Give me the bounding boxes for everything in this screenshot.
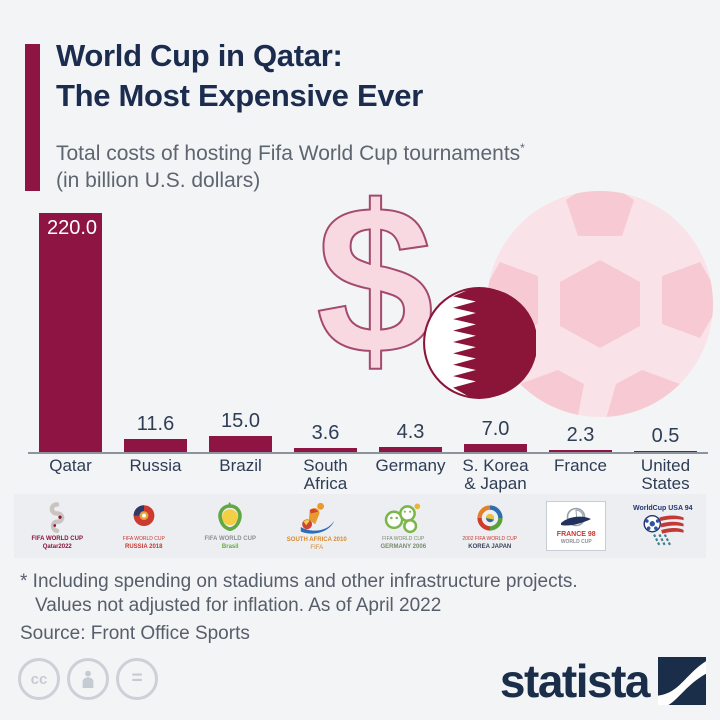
footnote-block: * Including spending on stadiums and oth…	[20, 570, 578, 646]
logo-caption: FIFA WORLD CUP	[31, 536, 83, 542]
bar-germany	[379, 447, 442, 452]
logo-cell-brazil-2014: FIFA WORLD CUP Brasil	[187, 494, 274, 558]
bar-qatar: 220.0	[39, 213, 102, 452]
bar-column-brazil: 15.0	[198, 410, 283, 452]
value-label-france: 2.3	[566, 424, 595, 446]
x-label-germany: Germany	[375, 456, 446, 475]
title-line-1: World Cup in Qatar:	[56, 38, 343, 73]
logo-cell-qatar-2022: FIFA WORLD CUP Qatar2022	[14, 494, 101, 558]
logo-caption: 2002 FIFA WORLD CUP	[462, 536, 518, 542]
equals-icon: =	[116, 658, 158, 700]
logo-cell-russia-2018: FIFA WORLD CUP RUSSIA 2018	[101, 494, 188, 558]
bar-france	[549, 450, 612, 452]
fifa-world-cup-russia-2018-logo-icon	[133, 505, 155, 526]
page-title: World Cup in Qatar: The Most Expensive E…	[56, 36, 423, 116]
logo-caption: Qatar2022	[42, 544, 72, 550]
logo-caption: FIFA WORLD CUP	[122, 536, 165, 542]
bar-column-s-korea-japan: 7.0	[453, 418, 538, 452]
cc-icon: cc	[18, 658, 60, 700]
x-label-russia: Russia	[129, 456, 182, 475]
logo-cell-usa-1994: WorldCup USA 94	[620, 494, 707, 558]
x-axis-line	[28, 452, 708, 454]
fifa-world-cup-south-africa-2010-logo-icon	[300, 502, 334, 534]
attribution-icon	[67, 658, 109, 700]
statista-branding: statista	[500, 654, 706, 708]
value-label-russia: 11.6	[136, 413, 175, 435]
tournament-logo-strip: FIFA WORLD CUP Qatar2022 FIFA WORLD CUP …	[14, 494, 706, 558]
bar-brazil	[209, 436, 272, 452]
subtitle-line-2: (in billion U.S. dollars)	[56, 169, 261, 192]
france-98-card: FRANCE 98 WORLD CUP	[546, 501, 607, 551]
logo-caption: KOREA JAPAN	[468, 544, 512, 550]
soccer-ball-icon	[487, 191, 713, 417]
logo-caption: GERMANY 2006	[380, 544, 427, 550]
bar-column-france: 2.3	[538, 424, 623, 452]
value-label-qatar: 220.0	[47, 217, 98, 239]
bar-column-qatar: 220.0	[28, 213, 113, 452]
bar-column-russia: 11.6	[113, 413, 198, 452]
bar-s-korea-japan	[464, 444, 527, 452]
logo-caption: WORLD CUP	[560, 539, 592, 545]
fifa-world-cup-qatar-2022-logo-icon	[49, 502, 65, 533]
page-subtitle: Total costs of hosting Fifa World Cup to…	[56, 135, 525, 194]
x-label-france: France	[554, 456, 607, 475]
fifa-world-cup-germany-2006-logo-icon	[384, 503, 421, 534]
x-label-s-korea-japan: S. Korea & Japan	[462, 456, 529, 493]
footnote-line-1: * Including spending on stadiums and oth…	[20, 571, 578, 592]
bar-united-states	[634, 451, 697, 452]
logo-caption: FIFA WORLD CUP	[204, 536, 256, 542]
value-label-united-states: 0.5	[651, 425, 680, 447]
logo-cell-germany-2006: FIFA WORLD CUP GERMANY 2006	[360, 494, 447, 558]
bar-russia	[124, 439, 187, 452]
bar-chart: 220.0 11.6 15.0 3.6 4.3 7.0 2.3 0.5 Qatar Russia…	[28, 206, 708, 493]
bar-column-south-africa: 3.6	[283, 422, 368, 452]
fifa-world-cup-france-1998-logo-icon	[561, 507, 592, 527]
bar-south-africa	[294, 448, 357, 452]
x-label-south-africa: South Africa	[303, 456, 348, 493]
title-accent-bar	[25, 44, 40, 191]
value-label-germany: 4.3	[396, 421, 425, 443]
source-line: Source: Front Office Sports	[20, 623, 250, 644]
logo-caption: Brasil	[221, 544, 239, 550]
value-label-south-africa: 3.6	[311, 422, 340, 444]
bar-column-united-states: 0.5	[623, 425, 708, 452]
x-label-qatar: Qatar	[49, 456, 92, 475]
license-icons: cc =	[18, 658, 158, 700]
x-label-united-states: United States	[640, 456, 691, 493]
value-label-brazil: 15.0	[221, 410, 260, 432]
fifa-world-cup-brazil-2014-logo-icon	[218, 502, 242, 532]
statista-logo-icon	[658, 657, 706, 705]
subtitle-line-1: Total costs of hosting Fifa World Cup to…	[56, 141, 525, 165]
statista-wordmark: statista	[499, 655, 651, 707]
value-label-s-korea-japan: 7.0	[481, 418, 510, 440]
fifa-world-cup-korea-japan-2002-logo-icon	[477, 505, 503, 531]
footnote-asterisk: *	[520, 141, 525, 155]
qatar-flag-icon	[423, 287, 536, 399]
xlabels-row: Qatar Russia Brazil South Africa Germany S. K…	[28, 454, 708, 493]
title-line-2: The Most Expensive Ever	[56, 78, 423, 113]
dollar-icon: $	[315, 161, 435, 398]
logo-cell-south-africa-2010: SOUTH AFRICA 2010 FIFA	[274, 494, 361, 558]
bar-column-germany: 4.3	[368, 421, 453, 452]
logo-caption: FIFA WORLD CUP	[382, 536, 425, 542]
logo-caption: RUSSIA 2018	[125, 544, 163, 550]
fifa-world-cup-usa-1994-logo-icon	[643, 514, 684, 546]
logo-caption: SOUTH AFRICA 2010	[286, 537, 347, 543]
logo-cell-france-1998: FRANCE 98 WORLD CUP	[533, 494, 620, 558]
footnote-line-2: Values not adjusted for inflation. As of…	[35, 595, 442, 616]
logo-caption: FRANCE 98	[556, 531, 596, 538]
logo-caption: FIFA	[310, 545, 324, 551]
logo-caption: WorldCup USA 94	[632, 505, 693, 512]
logo-cell-korea-japan-2002: 2002 FIFA WORLD CUP KOREA JAPAN	[447, 494, 534, 558]
bars-row: 220.0 11.6 15.0 3.6 4.3 7.0 2.3 0.5	[28, 206, 708, 452]
x-label-brazil: Brazil	[219, 456, 262, 475]
